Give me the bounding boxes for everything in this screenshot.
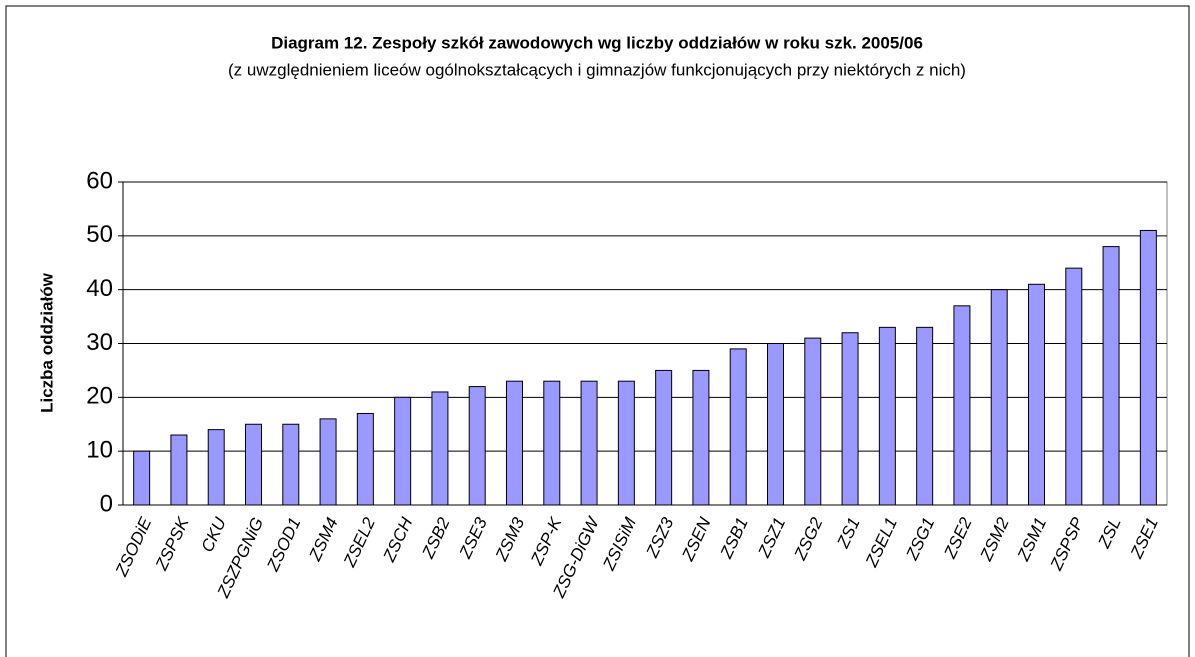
bar <box>319 418 337 506</box>
x-tick-label: ZSCH <box>379 514 417 566</box>
x-tick-label: ZSM3 <box>491 514 528 565</box>
y-tick-label: 20 <box>86 383 113 410</box>
y-tick-label: 40 <box>86 275 113 302</box>
x-tick-label: ZSE3 <box>455 514 491 562</box>
bar <box>506 380 523 506</box>
x-tick-label: ZSE1 <box>1126 515 1162 562</box>
bar <box>1139 229 1157 506</box>
bar <box>394 396 412 506</box>
chart-title: Diagram 12. Zespoły szkół zawodowych wg … <box>271 33 923 52</box>
bar <box>729 348 747 506</box>
bar <box>804 337 822 506</box>
x-tick-label: CKU <box>198 514 231 555</box>
bar <box>170 434 188 506</box>
bar <box>953 305 971 506</box>
chart-subtitle: (z uwzględnieniem liceów ogólnokształcąc… <box>228 60 966 79</box>
x-tick-label: ZSPSK <box>151 514 192 574</box>
x-tick-label: ZSZ3 <box>642 514 677 561</box>
y-axis-label: Liczba oddziałów <box>37 272 56 413</box>
bar <box>245 423 262 506</box>
bar <box>431 391 449 506</box>
bar <box>841 332 859 506</box>
x-tick-label: ZSISiM <box>599 514 641 574</box>
bar <box>916 326 934 506</box>
x-tick-label: ZSG1 <box>902 515 938 564</box>
bar <box>1065 267 1083 506</box>
x-tick-label: ZSB2 <box>418 514 454 562</box>
bar <box>1102 246 1120 506</box>
x-tick-label: ZSG2 <box>790 514 827 564</box>
bar <box>580 380 598 506</box>
bar <box>878 326 896 506</box>
bar <box>617 380 635 506</box>
bar <box>692 369 710 506</box>
bar <box>207 429 225 506</box>
x-tick-label: ZSEL1 <box>861 515 901 571</box>
bar <box>133 450 151 506</box>
x-tick-label: ZS1 <box>833 515 864 552</box>
x-tick-label: ZSEN <box>678 514 715 565</box>
x-tick-label: ZSEL2 <box>339 514 379 571</box>
x-tick-label: ZSZ1 <box>754 515 789 562</box>
y-tick-label: 30 <box>86 329 113 356</box>
bar <box>282 423 300 506</box>
x-tick-label: ZSM2 <box>976 514 1013 565</box>
x-tick-label: ZSE2 <box>940 514 976 562</box>
bar <box>767 343 784 506</box>
x-tick-label: ZSPSP <box>1046 514 1087 574</box>
chart-frame <box>5 5 1190 657</box>
x-tick-label: ZSB1 <box>716 515 752 562</box>
y-tick-label: 0 <box>100 490 113 517</box>
bar <box>655 369 673 506</box>
y-tick-label: 60 <box>86 167 113 194</box>
x-tick-label: ZSM1 <box>1013 515 1050 565</box>
bar <box>990 289 1008 506</box>
x-tick-label: ZSOD1 <box>263 515 305 575</box>
x-tick-label: ZSP-K <box>527 514 566 569</box>
x-tick-label: ZSM4 <box>305 515 342 565</box>
bar <box>543 380 561 506</box>
bar <box>356 412 374 506</box>
y-tick-label: 10 <box>86 437 113 464</box>
bar <box>1028 283 1045 506</box>
x-tick-label: ZSODiE <box>111 514 155 580</box>
y-tick-label: 50 <box>86 221 113 248</box>
bar <box>468 386 486 506</box>
x-tick-label: ZSL <box>1094 515 1125 552</box>
